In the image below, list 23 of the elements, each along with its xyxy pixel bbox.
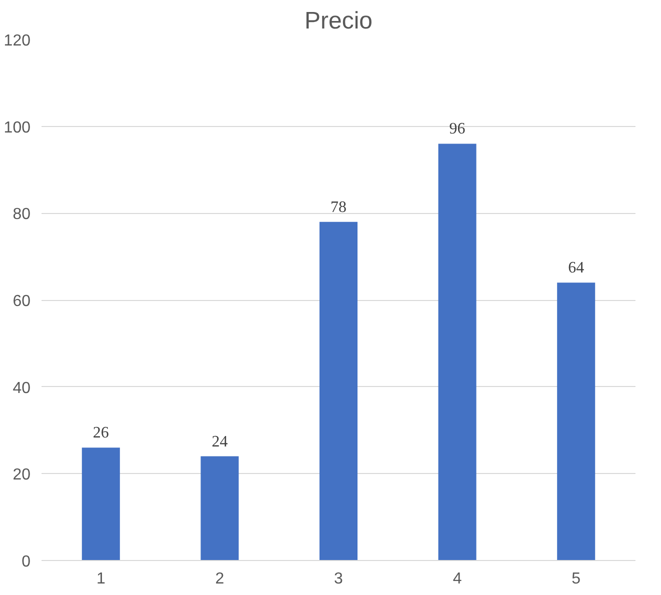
bar [319,222,358,560]
x-tick-label: 4 [452,570,462,588]
y-tick-label: 120 [4,32,31,50]
data-label: 64 [568,260,584,277]
data-label: 24 [212,433,228,450]
x-tick-label: 3 [334,570,344,588]
x-tick-label: 5 [572,570,581,588]
bar [82,448,120,560]
y-tick-label: 100 [4,119,31,136]
y-tick-label: 60 [12,293,31,310]
data-label: 96 [449,120,466,138]
y-tick-label: 40 [12,380,31,397]
y-tick-label: 80 [12,206,31,224]
bar [438,144,476,560]
data-label: 78 [330,198,346,216]
bar [200,456,239,560]
data-label: 26 [92,424,109,442]
bar [557,282,596,560]
y-tick-label: 0 [22,554,31,570]
y-tick-label: 20 [12,466,31,484]
x-tick-label: 1 [96,570,106,588]
chart-title: Precio [304,8,373,34]
x-tick-label: 2 [215,570,224,588]
